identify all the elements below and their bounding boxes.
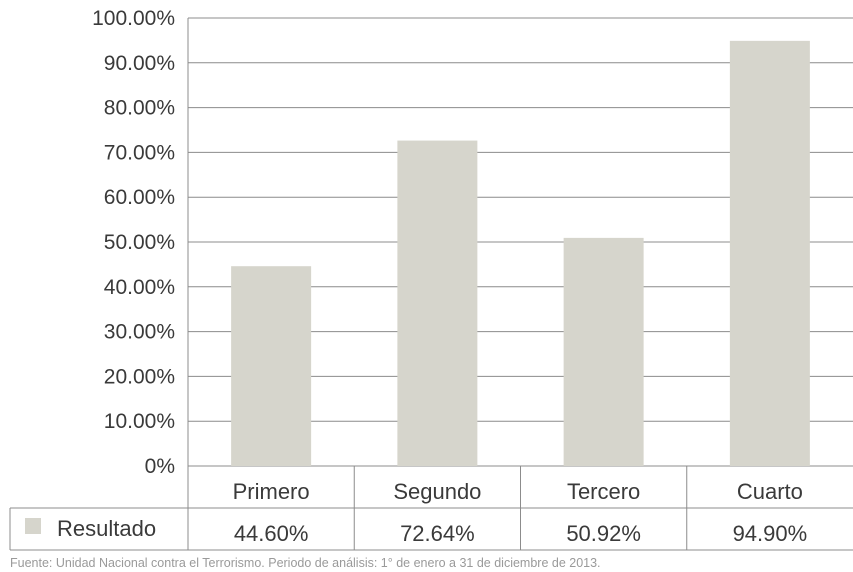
bar <box>729 40 810 467</box>
y-tick-label: 50.00% <box>104 231 175 254</box>
data-value-label: 44.60% <box>234 521 309 546</box>
data-table: Primero Segundo Tercero Cuarto Resultado 44.6… <box>9 466 853 551</box>
y-tick-label: 30.00% <box>104 321 175 344</box>
bars <box>231 40 810 467</box>
bar <box>563 237 644 466</box>
y-tick-label: 100.00% <box>92 7 175 30</box>
y-tick-label: 70.00% <box>104 141 175 164</box>
bar <box>231 266 312 466</box>
y-tick-label: 10.00% <box>104 410 175 433</box>
legend-label: Resultado <box>57 516 156 541</box>
data-value-label: 50.92% <box>566 521 641 546</box>
y-tick-label: 80.00% <box>104 97 175 120</box>
y-axis-ticks: 0% 10.00% 20.00% 30.00% 40.00% 50.00% 60.00% 70… <box>92 7 175 478</box>
source-note: Fuente: Unidad Nacional contra el Terror… <box>10 556 601 570</box>
y-tick-label: 40.00% <box>104 276 175 299</box>
y-tick-label: 90.00% <box>104 52 175 75</box>
data-value-label: 94.90% <box>733 521 808 546</box>
bar <box>397 140 478 466</box>
category-label: Primero <box>233 479 310 504</box>
y-tick-label: 20.00% <box>104 365 175 388</box>
category-label: Tercero <box>567 479 640 504</box>
bar-chart: 0% 10.00% 20.00% 30.00% 40.00% 50.00% 60.00% 70… <box>9 7 853 551</box>
legend-swatch <box>25 518 41 534</box>
y-tick-label: 0% <box>145 455 175 478</box>
y-tick-label: 60.00% <box>104 186 175 209</box>
data-value-label: 72.64% <box>400 521 475 546</box>
category-label: Segundo <box>393 479 481 504</box>
category-label: Cuarto <box>737 479 803 504</box>
